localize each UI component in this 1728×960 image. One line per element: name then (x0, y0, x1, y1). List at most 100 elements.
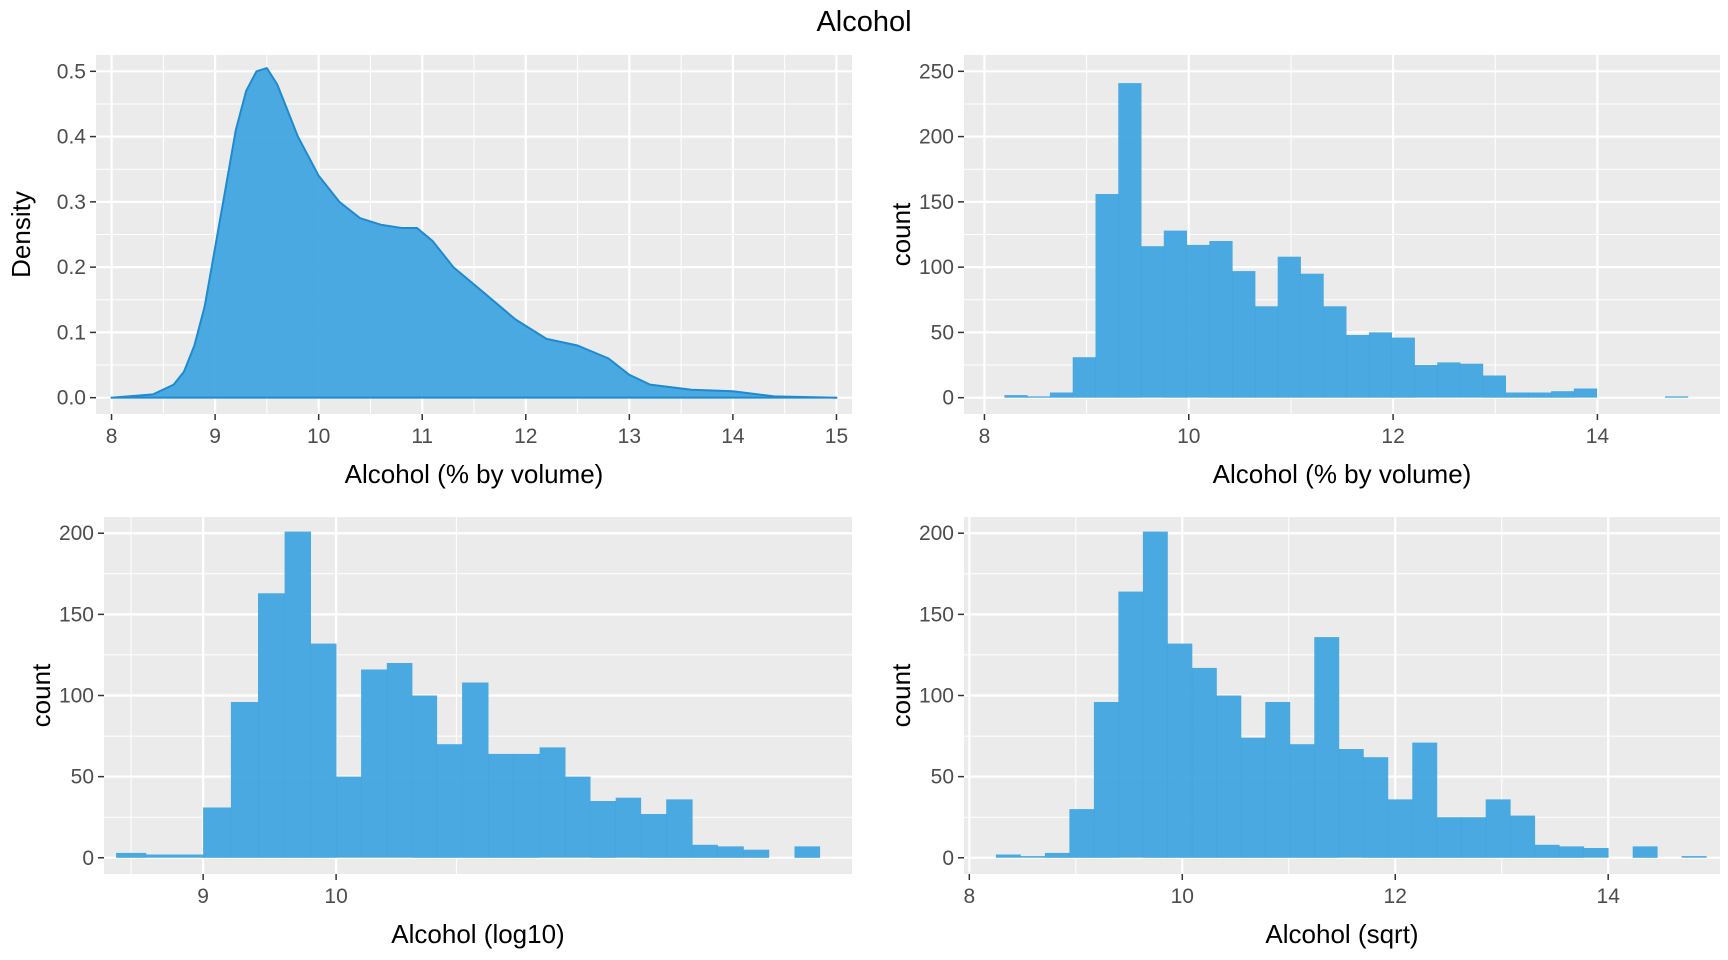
y-tick-label: 250 (919, 60, 954, 83)
histogram-bar (1368, 332, 1393, 398)
x-tick-label: 8 (963, 885, 975, 908)
histogram-bar (1118, 83, 1142, 398)
histogram-bar (1414, 365, 1438, 398)
histogram-bar (1314, 637, 1340, 858)
y-tick-label: 50 (71, 766, 94, 789)
histogram-bar (1049, 392, 1074, 398)
density-panel: 8 9 10 11 12 13 14 15 0.0 0.1 0.2 0.3 0.4 0.5 Alcohol … (6, 55, 852, 489)
x-tick-label: 12 (1381, 425, 1404, 448)
histogram-bar (1485, 799, 1511, 858)
density-area (110, 67, 838, 399)
histogram-bar (565, 776, 591, 858)
y-tick-label: 150 (59, 603, 94, 626)
histogram-bar (1216, 695, 1242, 858)
y-tick-label: 200 (59, 522, 94, 545)
histogram-bar (145, 854, 176, 858)
histogram-bar (743, 849, 770, 858)
x-tick-label: 8 (106, 425, 118, 448)
histogram-bar (1583, 848, 1609, 858)
histogram-bar (230, 702, 259, 858)
x-axis-title: Alcohol (% by volume) (1213, 459, 1472, 489)
histogram-bar (640, 814, 667, 858)
histogram-bar (1167, 643, 1193, 858)
histogram-bar (1573, 388, 1598, 398)
histogram-bar (692, 844, 718, 858)
histogram-bar (1437, 362, 1461, 398)
y-tick-label: 100 (59, 685, 94, 708)
x-tick-label: 14 (721, 425, 745, 448)
histogram-bar (1289, 744, 1315, 858)
histogram-bar (1004, 395, 1028, 398)
hist-raw-panel: 8 10 12 14 0 50 100 150 200 250 Alcohol (% by volu… (886, 55, 1720, 489)
histogram-bar (1346, 335, 1370, 398)
histogram-bar (513, 753, 540, 858)
y-tick-label: 0 (942, 847, 954, 870)
x-tick-label: 14 (1597, 885, 1621, 908)
histogram-bar (1027, 396, 1051, 398)
histogram-bar (1551, 391, 1575, 398)
histogram-bar (1436, 817, 1462, 858)
x-tick-label: 11 (411, 425, 433, 448)
y-tick-label: 200 (919, 522, 954, 545)
histogram-bar (1044, 852, 1070, 858)
histogram-bar (1069, 809, 1095, 858)
y-axis-title: Density (6, 191, 36, 278)
x-tick-label: 10 (1171, 885, 1194, 908)
histogram-bar (1277, 256, 1301, 398)
y-tick-label: 150 (919, 603, 954, 626)
x-tick-label: 8 (979, 425, 991, 448)
histogram-bar (1632, 846, 1658, 858)
histogram-bar (386, 663, 413, 858)
x-tick-label: 14 (1586, 425, 1610, 448)
histogram-bar (174, 854, 204, 858)
histogram-bar (258, 593, 285, 858)
histogram-bar (1142, 531, 1168, 858)
histogram-bar (462, 682, 489, 858)
y-tick-label: 150 (919, 191, 954, 214)
histogram-bar (615, 797, 642, 858)
y-tick-label: 0 (942, 387, 954, 410)
histogram-bar (488, 753, 514, 858)
histogram-bar (436, 744, 463, 858)
histogram-bar (1209, 241, 1233, 398)
histogram-bar (995, 854, 1021, 858)
histogram-bar (1559, 846, 1585, 858)
histogram-bar (1141, 246, 1165, 398)
histogram-bar (412, 695, 438, 858)
histogram-bar (666, 799, 693, 858)
histogram-bar (717, 846, 744, 858)
histogram-bar (1387, 799, 1413, 858)
y-tick-label: 0.2 (57, 256, 86, 279)
histogram-bar (1528, 392, 1552, 398)
histogram-bar (1681, 856, 1707, 858)
y-tick-label: 0.4 (57, 126, 87, 149)
histogram-bar (1265, 702, 1291, 858)
histogram-bar (1534, 844, 1560, 858)
y-tick-label: 0.0 (57, 387, 86, 410)
x-tick-label: 9 (209, 425, 221, 448)
y-tick-label: 0 (82, 847, 94, 870)
y-tick-label: 0.3 (57, 191, 86, 214)
histogram-bar (1232, 271, 1256, 398)
x-tick-label: 9 (197, 885, 209, 908)
y-tick-label: 100 (919, 685, 954, 708)
histogram-bar (1255, 306, 1279, 398)
histogram-bar (1505, 392, 1529, 398)
histogram-bar (1482, 375, 1506, 398)
y-axis-title: count (886, 663, 916, 727)
y-tick-label: 50 (931, 321, 954, 344)
y-tick-label: 50 (931, 766, 954, 789)
y-axis-title: count (26, 663, 56, 727)
x-tick-label: 15 (825, 425, 848, 448)
x-axis-title: Alcohol (sqrt) (1265, 919, 1418, 949)
y-tick-label: 0.5 (57, 60, 86, 83)
page-title: Alcohol (816, 6, 912, 38)
histogram-bar (1412, 742, 1438, 858)
histogram-bar (1095, 194, 1119, 398)
histogram-bar (1460, 363, 1484, 398)
x-axis-title: Alcohol (log10) (391, 919, 564, 949)
histogram-bar (1163, 230, 1187, 398)
